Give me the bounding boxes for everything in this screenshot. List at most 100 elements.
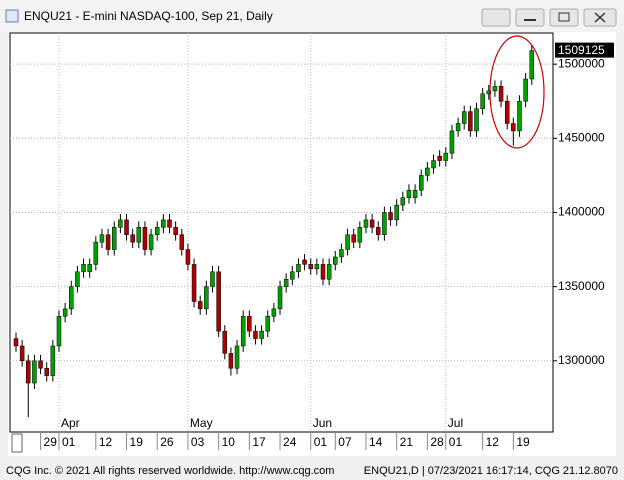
candle-body <box>449 130 455 154</box>
candle-body <box>283 278 289 287</box>
highlight-circle <box>489 35 545 149</box>
y-tick-label: 1450000 <box>558 130 605 144</box>
candle-body <box>118 219 123 228</box>
minimize-button[interactable] <box>515 8 545 27</box>
candle-body <box>431 160 436 169</box>
candle-body <box>105 234 111 250</box>
window-title: ENQU21 - E-mini NASDAQ-100, Sep 21, Dail… <box>24 9 273 23</box>
candle-body <box>19 345 25 362</box>
y-tick-label: 1300000 <box>558 353 605 367</box>
candle-body <box>179 234 185 250</box>
month-label: Jul <box>448 416 463 430</box>
candle-body <box>277 286 283 310</box>
plot-frame <box>9 32 554 433</box>
month-label: Jun <box>313 416 332 430</box>
candle-body <box>382 212 387 235</box>
candle-body <box>517 100 522 132</box>
candle-body <box>259 330 264 339</box>
candle-body <box>69 286 74 310</box>
x-tick-label: 21 <box>400 435 414 449</box>
scroll-box[interactable] <box>11 433 23 453</box>
candle-body <box>504 100 510 124</box>
x-tick-label: 17 <box>252 435 266 449</box>
candle-body <box>296 264 301 273</box>
candle-body <box>253 330 258 339</box>
candle-body <box>400 197 406 206</box>
x-tick-label: 10 <box>222 435 236 449</box>
candle-body <box>308 264 313 270</box>
last-price-label: 1509125 <box>558 43 605 57</box>
candle-body <box>418 175 424 191</box>
candle-body <box>197 301 203 310</box>
candle-body <box>388 212 393 221</box>
candle-body <box>271 308 277 317</box>
candle-body <box>167 219 172 228</box>
candle-body <box>185 249 191 265</box>
candle-body <box>339 249 344 258</box>
candle-body <box>492 86 498 92</box>
x-tick-label: 01 <box>314 435 328 449</box>
candle-body <box>376 227 381 235</box>
candle-body <box>111 227 117 250</box>
candle-body <box>191 264 197 302</box>
candle-body <box>345 234 350 250</box>
footer-left: CQG Inc. © 2021 All rights reserved worl… <box>6 465 334 477</box>
candle-body <box>326 264 332 280</box>
x-tick-label: 26 <box>160 435 174 449</box>
candle-body <box>142 227 148 250</box>
candle-body <box>148 234 154 250</box>
candle-body <box>87 264 92 273</box>
candle-body <box>216 271 221 332</box>
candle-body <box>247 316 252 332</box>
candle-body <box>455 123 461 132</box>
candle-body <box>437 155 442 161</box>
x-tick-label: 12 <box>486 435 500 449</box>
y-tick-label: 1500000 <box>558 56 605 70</box>
x-tick-label: 19 <box>130 435 144 449</box>
close-icon <box>594 12 606 23</box>
candle-body <box>44 367 49 376</box>
candle-body <box>523 78 528 102</box>
x-tick-label: 24 <box>283 435 297 449</box>
candle-body <box>443 152 449 161</box>
month-label: May <box>190 416 213 430</box>
candle-body <box>234 345 240 369</box>
candle-body <box>302 259 307 265</box>
candle-body <box>357 227 363 243</box>
maximize-icon <box>558 12 570 22</box>
link-button[interactable] <box>481 8 511 27</box>
candle-body <box>529 50 535 80</box>
y-tick-label: 1400000 <box>558 205 605 219</box>
candle-body <box>204 286 209 310</box>
candle-body <box>222 330 228 354</box>
candle-body <box>154 227 160 235</box>
x-tick-label: 29 <box>44 435 58 449</box>
candle-body <box>62 308 68 317</box>
maximize-button[interactable] <box>549 8 579 27</box>
month-label: Apr <box>61 416 80 430</box>
candle-body <box>333 256 338 265</box>
x-tick-label: 07 <box>338 435 352 449</box>
candle-body <box>50 345 56 376</box>
candle-body <box>474 108 479 132</box>
y-tick-label: 1350000 <box>558 279 605 293</box>
candle-body <box>136 227 142 243</box>
candle-body <box>320 264 326 280</box>
candle-body <box>265 316 270 332</box>
candle-body <box>461 111 467 124</box>
candle-body <box>56 316 62 347</box>
candle-body <box>130 234 135 243</box>
candle-body <box>412 189 418 198</box>
x-tick-label: 14 <box>369 435 383 449</box>
candle-body <box>124 219 129 235</box>
candle-body <box>32 360 37 384</box>
x-tick-label: 19 <box>516 435 530 449</box>
candle-body <box>394 204 399 221</box>
x-tick-label: 01 <box>62 435 76 449</box>
candle-body <box>228 353 234 369</box>
candle-body <box>38 360 43 369</box>
candle-body <box>369 219 375 228</box>
candle-body <box>351 234 356 243</box>
